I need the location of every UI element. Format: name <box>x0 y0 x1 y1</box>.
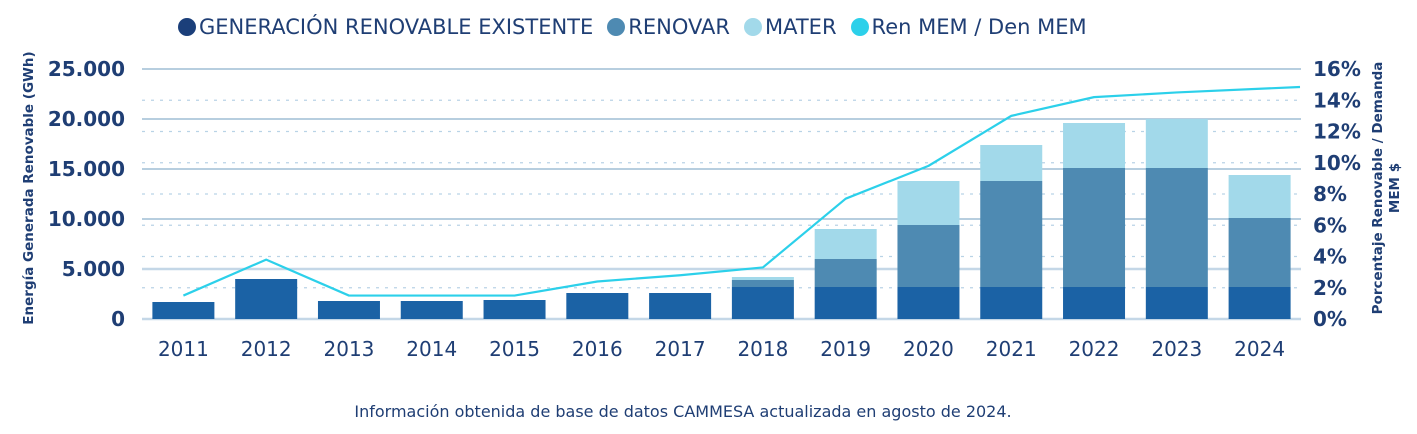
bar-renovar-2023 <box>1145 168 1208 287</box>
bar-renovar-2019 <box>814 259 877 287</box>
bar-mater-2022 <box>1063 123 1126 168</box>
left-tick-label: 5.000 <box>62 257 125 281</box>
x-tick-label: 2013 <box>324 337 375 361</box>
x-tick-label: 2018 <box>737 337 788 361</box>
bar-mater-2019 <box>814 229 877 259</box>
bar-existente-2013 <box>317 301 380 319</box>
right-axis-title-line1: Porcentaje Renovable / Demanda <box>1370 62 1386 315</box>
right-tick-label: 0% <box>1313 307 1347 331</box>
x-tick-label: 2011 <box>158 337 209 361</box>
right-tick-label: 6% <box>1313 213 1347 237</box>
bar-existente-2018 <box>731 287 794 319</box>
legend-label-renovar: RENOVAR <box>628 15 730 39</box>
bar-existente-2021 <box>980 287 1043 319</box>
right-tick-label: 14% <box>1313 88 1361 112</box>
bar-mater-2018 <box>731 277 794 280</box>
left-tick-label: 25.000 <box>48 57 125 81</box>
right-tick-label: 4% <box>1313 245 1347 269</box>
bar-mater-2023 <box>1145 119 1208 168</box>
bar-existente-2023 <box>1145 287 1208 319</box>
legend-swatch-mater <box>744 18 762 36</box>
bar-mater-2021 <box>980 145 1043 181</box>
x-tick-label: 2022 <box>1069 337 1120 361</box>
bar-existente-2016 <box>566 293 629 319</box>
bar-renovar-2022 <box>1063 168 1126 287</box>
bar-renovar-2020 <box>897 225 960 287</box>
x-tick-label: 2021 <box>986 337 1037 361</box>
legend-item-ren-mem: Ren MEM / Den MEM <box>850 15 1087 39</box>
legend-swatch-renovar <box>607 18 626 36</box>
x-tick-label: 2020 <box>903 337 954 361</box>
left-tick-label: 0 <box>111 307 125 331</box>
bar-renovar-2021 <box>980 181 1043 287</box>
x-tick-label: 2017 <box>655 337 706 361</box>
bar-mater-2020 <box>897 181 960 225</box>
x-tick-label: 2014 <box>406 337 457 361</box>
bar-existente-2017 <box>649 293 712 319</box>
bar-existente-2011 <box>152 302 215 319</box>
left-tick-label: 15.000 <box>48 157 125 181</box>
right-axis-title-line2: MEM $ <box>1387 163 1403 213</box>
ratio-line-layer <box>182 85 1301 297</box>
legend-item-existente: GENERACIÓN RENOVABLE EXISTENTE <box>178 15 593 39</box>
left-axis-ticks: 0 5.000 10.000 15.000 20.000 25.000 <box>48 57 125 331</box>
legend-swatch-ren-mem <box>850 18 869 36</box>
x-tick-label: 2015 <box>489 337 540 361</box>
right-tick-label: 16% <box>1313 57 1361 81</box>
right-tick-label: 12% <box>1313 120 1361 144</box>
right-tick-label: 8% <box>1313 182 1347 206</box>
legend-label-ren-mem: Ren MEM / Den MEM <box>871 15 1087 39</box>
bar-existente-2012 <box>235 279 298 319</box>
bar-existente-2019 <box>814 287 877 319</box>
legend-item-mater: MATER <box>744 15 837 39</box>
chart-legend: GENERACIÓN RENOVABLE EXISTENTE RENOVAR M… <box>178 11 1101 43</box>
bar-existente-2022 <box>1063 287 1126 319</box>
x-tick-label: 2012 <box>241 337 292 361</box>
bar-existente-2014 <box>400 301 463 319</box>
right-tick-label: 2% <box>1313 276 1347 300</box>
legend-item-renovar: RENOVAR <box>607 15 730 39</box>
bar-existente-2015 <box>483 300 546 319</box>
bar-existente-2024 <box>1228 287 1291 319</box>
right-axis-ticks: 0% 2% 4% 6% 8% 10% 12% 14% 16% <box>1313 57 1361 331</box>
left-axis-title: Energía Generada Renovable (GWh) <box>21 51 37 324</box>
ratio-line <box>182 85 1301 297</box>
x-tick-label: 2023 <box>1151 337 1202 361</box>
legend-swatch-existente <box>178 18 196 36</box>
bar-existente-2020 <box>897 287 960 319</box>
x-tick-label: 2019 <box>820 337 871 361</box>
bar-renovar-2018 <box>731 280 794 287</box>
x-tick-label: 2024 <box>1234 337 1285 361</box>
legend-label-existente: GENERACIÓN RENOVABLE EXISTENTE <box>199 15 594 39</box>
right-tick-label: 10% <box>1313 151 1361 175</box>
footnote: Información obtenida de base de datos CA… <box>354 402 1012 421</box>
left-tick-label: 10.000 <box>48 207 125 231</box>
x-axis-ticks: 2011 2012 2013 2014 2015 2016 2017 2018 2019 2020… <box>158 337 1285 361</box>
bars <box>152 119 1291 319</box>
bar-renovar-2024 <box>1228 218 1291 287</box>
left-tick-label: 20.000 <box>48 107 125 131</box>
legend-label-mater: MATER <box>765 15 837 39</box>
bar-mater-2024 <box>1228 175 1291 218</box>
x-tick-label: 2016 <box>572 337 623 361</box>
